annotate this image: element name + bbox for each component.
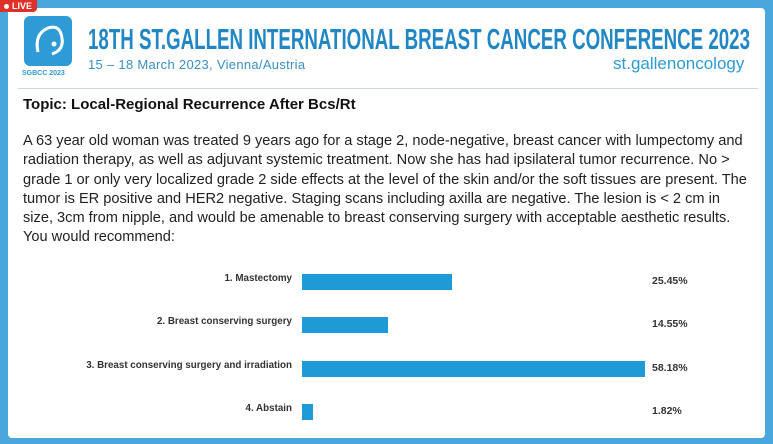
topic: Topic: Local-Regional Recurrence After B… [23, 96, 356, 113]
option-value: 1.82% [652, 405, 682, 417]
logo-icon [35, 25, 64, 56]
logo [24, 16, 72, 66]
option-value: 14.55% [652, 318, 688, 330]
logo-caption: SGBCC 2023 [22, 70, 65, 77]
conference-title: 18TH ST.GALLEN INTERNATIONAL BREAST CANC… [88, 24, 750, 56]
title-box: 18TH ST.GALLEN INTERNATIONAL BREAST CANC… [88, 24, 750, 56]
option-value: 58.18% [652, 362, 688, 374]
option-bar [302, 274, 453, 290]
option-bar [302, 317, 388, 333]
option-label: 4. Abstain [245, 403, 292, 414]
option-label: 3. Breast conserving surgery and irradia… [86, 360, 292, 371]
question: A 63 year old woman was treated 9 years … [23, 133, 747, 246]
option-label: 1. Mastectomy [224, 273, 292, 284]
option-value: 25.45% [652, 275, 688, 287]
divider [18, 88, 758, 89]
option-bar [302, 404, 313, 420]
slide: SGBCC 2023 18TH ST.GALLEN INTERNATIONAL … [8, 8, 765, 438]
live-badge: LIVE [0, 0, 38, 12]
option-bar [302, 361, 646, 377]
option-label: 2. Breast conserving surgery [156, 316, 292, 327]
brand: st.gallenoncology [613, 54, 745, 73]
conference-date: 15 – 18 March 2023, Vienna/Austria [88, 57, 306, 72]
